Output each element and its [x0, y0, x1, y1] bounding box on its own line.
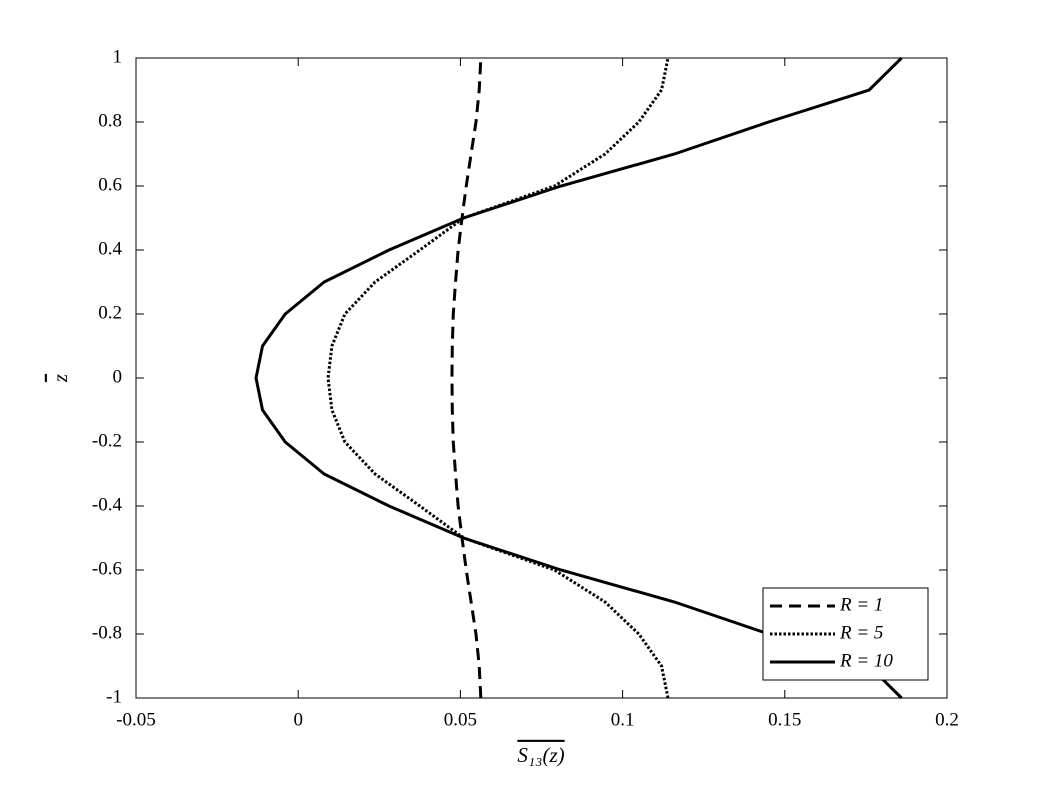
y-tick-label: -1: [106, 686, 122, 707]
x-tick-label: 0.05: [444, 709, 477, 730]
y-tick-label: 0.8: [98, 110, 122, 131]
x-tick-label: -0.05: [116, 709, 156, 730]
x-tick-label: 0: [293, 709, 303, 730]
y-tick-label: -0.8: [92, 622, 122, 643]
y-tick-label: 1: [113, 46, 123, 67]
y-tick-label: 0.6: [98, 174, 122, 195]
y-tick-label: -0.2: [92, 430, 122, 451]
x-tick-label: 0.2: [935, 709, 959, 730]
series-line: [254, 56, 903, 700]
series-line: [450, 57, 483, 699]
legend-label: R = 10: [839, 650, 893, 671]
y-tick-label: 0.2: [98, 302, 122, 323]
y-axis-label: z: [48, 374, 72, 383]
y-tick-label: 0.4: [98, 238, 122, 259]
legend-label: R = 1: [839, 594, 883, 615]
y-tick-label: 0: [113, 366, 123, 387]
y-tick-label: -0.4: [92, 494, 123, 515]
legend-label: R = 5: [839, 622, 883, 643]
y-tick-label: -0.6: [92, 558, 122, 579]
series-line: [326, 57, 670, 699]
x-tick-label: 0.1: [611, 709, 635, 730]
x-axis-label: S₁₃(z): [517, 743, 564, 767]
x-tick-label: 0.15: [768, 709, 801, 730]
